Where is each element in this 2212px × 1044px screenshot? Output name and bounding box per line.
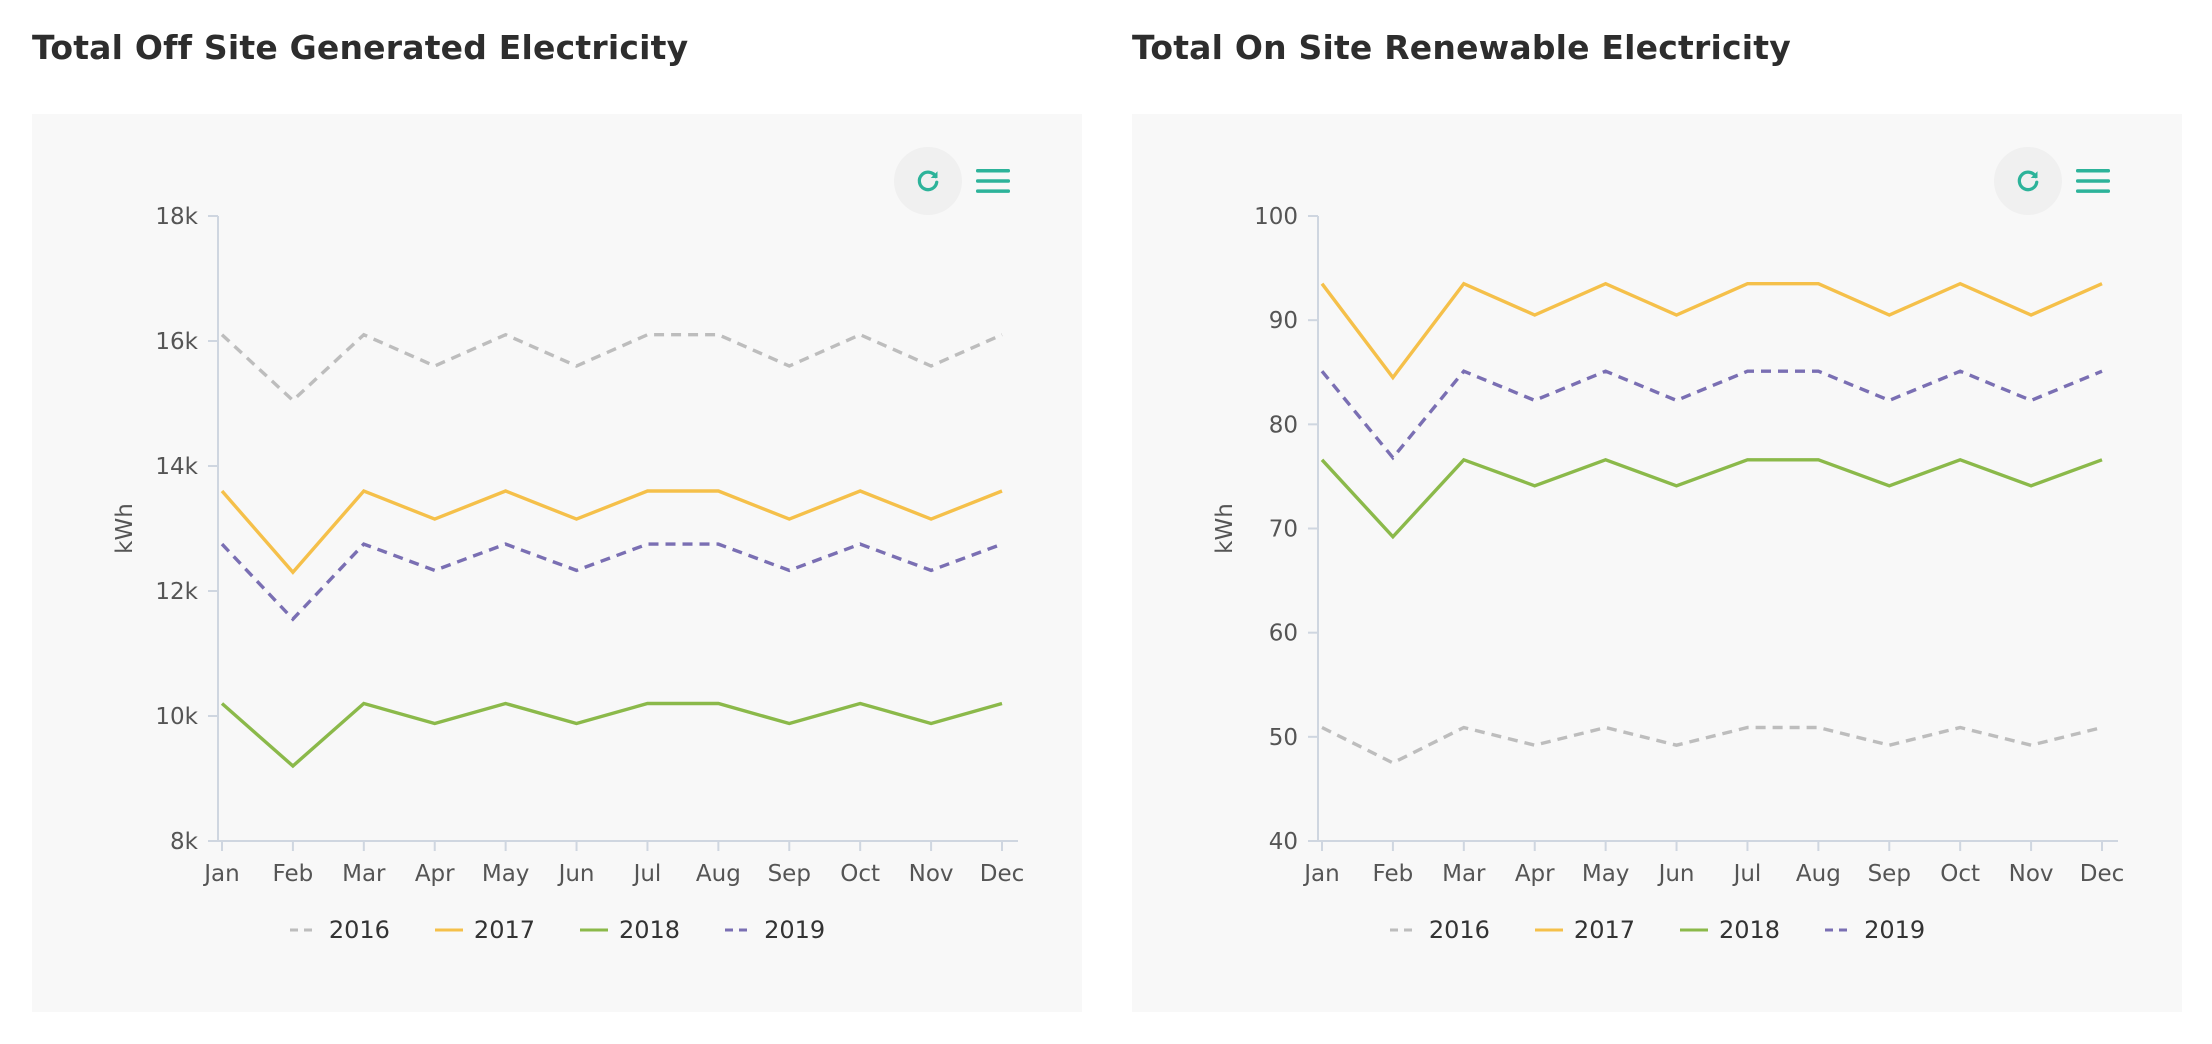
x-tick-label: Apr xyxy=(415,861,455,887)
line-chart: 8k 10k 12k 14k 16k 18k Jan Feb Mar Apr May Jun Jul Au… xyxy=(112,204,1025,887)
x-tick-label: Oct xyxy=(840,861,880,887)
legend-item-2016[interactable]: 2016 xyxy=(289,916,390,944)
x-tick-label: Oct xyxy=(1940,861,1980,887)
x-tick-label: Feb xyxy=(1373,861,1414,887)
legend-label: 2018 xyxy=(1719,916,1781,944)
y-tick-label: 50 xyxy=(1269,725,1298,751)
series-line-2017 xyxy=(220,488,1003,575)
legend-label: 2016 xyxy=(328,916,390,944)
y-tick-label: 90 xyxy=(1269,308,1298,334)
legend-swatch-2017 xyxy=(1534,928,1563,932)
x-tick-label: Mar xyxy=(1442,861,1486,887)
legend-swatch-2019 xyxy=(1825,928,1854,932)
legend-label: 2016 xyxy=(1428,916,1490,944)
y-tick-label: 18k xyxy=(155,204,198,230)
legend-label: 2018 xyxy=(619,916,681,944)
line-chart: 40 50 60 70 80 90 100 Jan Feb Mar Apr May Jun Jul Aug S… xyxy=(1212,204,2125,887)
x-tick-label: Nov xyxy=(909,861,954,887)
legend-item-2017[interactable]: 2017 xyxy=(434,916,535,944)
legend-swatch-2016 xyxy=(1389,928,1418,932)
legend-item-2018[interactable]: 2018 xyxy=(1679,916,1780,944)
legend-label: 2017 xyxy=(473,916,535,944)
x-tick-label: Apr xyxy=(1515,861,1555,887)
y-tick-label: 100 xyxy=(1254,204,1298,230)
y-tick-label: 12k xyxy=(155,579,198,605)
legend-label: 2017 xyxy=(1573,916,1635,944)
y-tick-label: 8k xyxy=(170,829,199,855)
chart-menu-button[interactable] xyxy=(974,160,1012,202)
x-tick-label: Sep xyxy=(768,861,811,887)
series-line-2018 xyxy=(220,701,1003,769)
legend-swatch-2019 xyxy=(725,928,754,932)
refresh-icon xyxy=(2017,170,2039,192)
y-axis-title: kWh xyxy=(1212,503,1238,554)
y-tick-label: 60 xyxy=(1269,621,1298,647)
y-tick-label: 70 xyxy=(1269,517,1298,543)
series-line-2017 xyxy=(1320,281,2103,381)
y-tick-label: 14k xyxy=(155,454,198,480)
series-line-2016 xyxy=(1321,725,2103,765)
legend-item-2019[interactable]: 2019 xyxy=(1824,916,1925,944)
legend-swatch-2017 xyxy=(434,928,463,932)
chart-card: 40 50 60 70 80 90 100 Jan Feb Mar Apr May Jun Jul Aug S… xyxy=(1132,114,2182,1012)
x-tick-label: May xyxy=(482,861,530,887)
x-tick-label: Feb xyxy=(273,861,314,887)
hamburger-menu-icon xyxy=(976,169,1010,193)
legend-item-2019[interactable]: 2019 xyxy=(724,916,825,944)
x-tick-label: Aug xyxy=(1796,861,1841,887)
y-tick-label: 10k xyxy=(155,704,198,730)
series-line-2019 xyxy=(1320,369,2103,461)
chart-legend: 2016 2017 2018 2019 xyxy=(32,916,1082,944)
y-axis-title: kWh xyxy=(112,503,138,554)
chart-title: Total Off Site Generated Electricity xyxy=(32,28,689,67)
refresh-icon xyxy=(917,170,939,192)
x-tick-label: Nov xyxy=(2009,861,2054,887)
series-line-2018 xyxy=(1320,457,2103,540)
chart-card: 8k 10k 12k 14k 16k 18k Jan Feb Mar Apr May Jun Jul Au… xyxy=(32,114,1082,1012)
chart-menu-button[interactable] xyxy=(2074,160,2112,202)
x-tick-label: Dec xyxy=(980,861,1025,887)
y-tick-label: 40 xyxy=(1269,829,1298,855)
legend-item-2017[interactable]: 2017 xyxy=(1534,916,1635,944)
x-tick-label: Jun xyxy=(557,861,595,887)
legend-item-2018[interactable]: 2018 xyxy=(579,916,680,944)
legend-item-2016[interactable]: 2016 xyxy=(1389,916,1490,944)
y-tick-label: 16k xyxy=(155,329,198,355)
legend-swatch-2018 xyxy=(1680,928,1708,932)
reset-zoom-button[interactable] xyxy=(894,147,962,215)
x-tick-label: Dec xyxy=(2080,861,2125,887)
reset-zoom-button[interactable] xyxy=(1994,147,2062,215)
series-line-2019 xyxy=(220,542,1003,622)
x-tick-label: Jun xyxy=(1657,861,1695,887)
x-tick-label: Jan xyxy=(1302,861,1339,887)
y-tick-label: 80 xyxy=(1269,412,1298,438)
x-tick-label: Jan xyxy=(202,861,239,887)
legend-label: 2019 xyxy=(764,916,826,944)
x-tick-label: May xyxy=(1582,861,1630,887)
legend-swatch-2016 xyxy=(289,928,318,932)
chart-legend: 2016 2017 2018 2019 xyxy=(1132,916,2182,944)
x-tick-label: Jul xyxy=(1732,861,1762,887)
legend-swatch-2018 xyxy=(580,928,608,932)
hamburger-menu-icon xyxy=(2076,169,2110,193)
x-tick-label: Sep xyxy=(1868,861,1911,887)
legend-label: 2019 xyxy=(1864,916,1926,944)
x-tick-label: Aug xyxy=(696,861,741,887)
x-tick-label: Jul xyxy=(632,861,662,887)
chart-title: Total On Site Renewable Electricity xyxy=(1132,28,1791,67)
x-tick-label: Mar xyxy=(342,861,386,887)
series-line-2016 xyxy=(220,332,1003,403)
